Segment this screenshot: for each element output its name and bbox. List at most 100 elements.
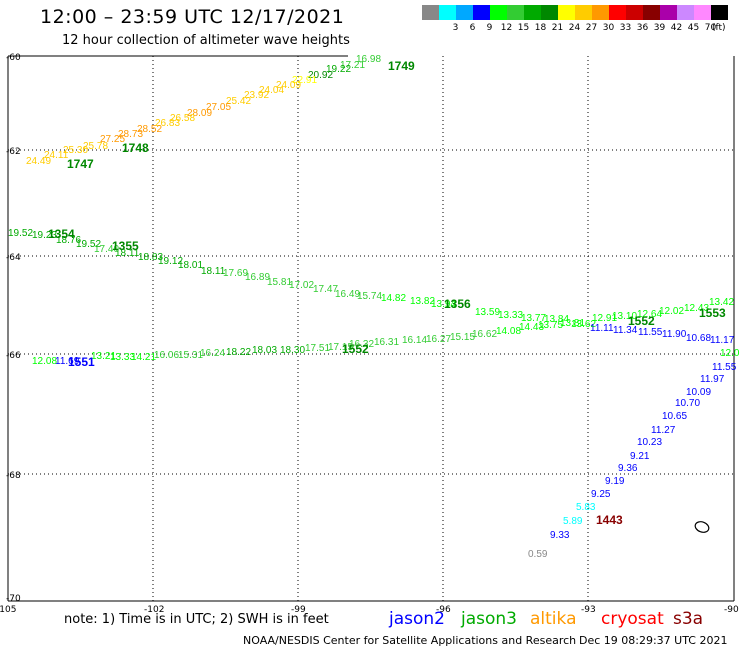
wave-height-value: 19.12	[158, 256, 183, 267]
wave-height-value: 16.89	[245, 272, 270, 283]
legend-swatch	[694, 5, 711, 20]
wave-height-value: 12.91	[592, 313, 617, 324]
wave-height-value: 13.33	[110, 352, 135, 363]
pass-time-label: 1749	[388, 59, 415, 73]
footer-timestamp: Dec 19 08:29:37 UTC 2021	[579, 634, 728, 647]
pass-time-label: 1747	[67, 157, 94, 171]
wave-height-value: 13.21	[91, 351, 116, 362]
wave-height-value: 13.75	[538, 320, 563, 331]
wave-height-value: 13.62	[571, 319, 596, 330]
wave-height-value: 14.08	[496, 326, 521, 337]
legend-value: 21	[551, 23, 564, 33]
pass-time-label: 1355	[112, 239, 139, 253]
wave-height-value: 23.92	[244, 90, 269, 101]
wave-height-value: 14.82	[381, 293, 406, 304]
wave-height-value: 15.81	[267, 277, 292, 288]
latitude-label: -68	[6, 471, 21, 481]
wave-height-value: 13.84	[544, 314, 569, 325]
wave-height-value: 27.25	[100, 134, 125, 145]
wave-height-value: 18.01	[178, 260, 203, 271]
wave-height-value: 16.14	[402, 335, 427, 346]
latitude-label: -60	[6, 53, 21, 63]
satellite-s3a: s3a	[673, 609, 704, 629]
longitude-label: -105	[0, 605, 16, 615]
legend-value: 6	[469, 23, 476, 33]
wave-height-value: 28.52	[137, 124, 162, 135]
legend-value: 27	[585, 23, 598, 33]
longitude-label: -93	[581, 605, 596, 615]
longitude-label: -96	[436, 605, 451, 615]
wave-height-value: 16.24	[200, 348, 225, 359]
legend-unit: (ft)	[712, 23, 726, 33]
wave-height-value: 28.73	[118, 129, 143, 140]
legend-swatch	[507, 5, 524, 20]
wave-height-value: 10.65	[662, 411, 687, 422]
wave-height-value: 5.83	[576, 502, 596, 513]
pass-time-label: 1551	[68, 355, 95, 369]
wave-height-value: 18.83	[138, 252, 163, 263]
wave-height-value: 13.10	[612, 311, 637, 322]
wave-height-value: 19.22	[326, 64, 351, 75]
legend-swatch	[541, 5, 558, 20]
latitude-label: -62	[6, 147, 21, 157]
pass-time-label: 1354	[48, 227, 75, 241]
legend-swatch	[490, 5, 507, 20]
legend-value: 45	[687, 23, 700, 33]
wave-height-value: 12.43	[684, 303, 709, 314]
legend-swatch	[456, 5, 473, 20]
legend-swatch	[711, 5, 728, 20]
wave-height-value: 17.40	[94, 244, 119, 255]
wave-height-value: 13.82	[410, 296, 435, 307]
wave-height-value: 18.76	[56, 235, 81, 246]
wave-height-value: 25.42	[226, 96, 251, 107]
wave-height-value: 17.69	[223, 268, 248, 279]
wave-height-value: 10.70	[675, 398, 700, 409]
wave-height-value: 24.49	[26, 156, 51, 167]
wave-height-value: 11.17	[710, 335, 735, 346]
wave-height-value: 24.04	[259, 85, 284, 96]
wave-height-value: 11.97	[700, 374, 725, 385]
longitude-label: -102	[144, 605, 164, 615]
latitude-label: -64	[6, 253, 21, 263]
wave-height-value: 17.15	[328, 342, 353, 353]
footer-org: NOAA/NESDIS Center for Satellite Applica…	[243, 634, 577, 647]
wave-height-value: 16.62	[472, 329, 497, 340]
wave-height-value: 16.31	[374, 337, 399, 348]
wave-height-value: 19.23	[32, 230, 57, 241]
wave-height-value: 9.25	[591, 489, 611, 500]
longitude-label: -90	[724, 605, 739, 615]
wave-height-value: 13.33	[498, 310, 523, 321]
legend-value: 15	[517, 23, 530, 33]
wave-height-value: 9.21	[630, 451, 650, 462]
wave-height-value: 25.30	[63, 145, 88, 156]
wave-height-value: 12.08	[32, 356, 57, 367]
wave-height-value: 9.33	[550, 530, 570, 541]
legend-swatch	[575, 5, 592, 20]
legend-swatch	[558, 5, 575, 20]
wave-height-value: 13.42	[709, 297, 734, 308]
pass-time-label: 1748	[122, 141, 149, 155]
satellite-jason2: jason2	[389, 609, 445, 629]
pass-time-label: 1553	[699, 306, 726, 320]
wave-height-value: 18.30	[280, 345, 305, 356]
wave-height-value: 16.32	[349, 339, 374, 350]
wave-height-value: 27.05	[206, 102, 231, 113]
wave-height-value: 13.59	[475, 307, 500, 318]
wave-height-value: 19.52	[8, 228, 33, 239]
legend-swatch	[609, 5, 626, 20]
legend-value: 42	[670, 23, 683, 33]
legend-value: 12	[500, 23, 513, 33]
legend-value: 70	[704, 23, 717, 33]
legend-swatch	[626, 5, 643, 20]
legend-swatch	[524, 5, 541, 20]
wave-height-value: 9.36	[618, 463, 638, 474]
map-title: 12:00 – 23:59 UTC 12/17/2021	[40, 6, 345, 28]
pass-time-label: 1552	[342, 342, 369, 356]
wave-height-value: 5.89	[563, 516, 583, 527]
wave-height-value: 24.11	[44, 150, 69, 161]
wave-height-value: 16.27	[426, 334, 451, 345]
legend-swatch	[473, 5, 490, 20]
satellite-cryosat: cryosat	[601, 609, 664, 629]
wave-height-value: 12.02	[659, 306, 684, 317]
